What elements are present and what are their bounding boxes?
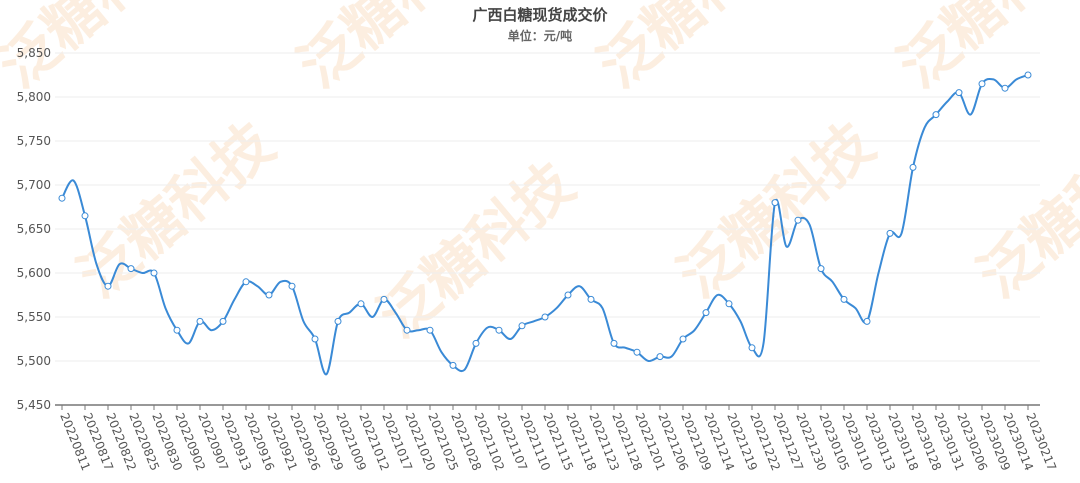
point	[610, 339, 618, 347]
point	[357, 300, 365, 308]
y-tick-label: 5,450	[17, 398, 51, 412]
point	[748, 344, 756, 352]
point	[656, 353, 664, 361]
point	[104, 282, 112, 290]
point	[150, 269, 158, 277]
y-tick-label: 5,700	[17, 178, 51, 192]
y-tick-label: 5,500	[17, 354, 51, 368]
point	[564, 291, 572, 299]
point	[219, 317, 227, 325]
watermark: 泛糖科技	[965, 109, 1080, 310]
point	[288, 282, 296, 290]
point	[863, 317, 871, 325]
point	[679, 335, 687, 343]
point	[173, 326, 181, 334]
point	[380, 295, 388, 303]
point	[127, 265, 135, 273]
point	[909, 163, 917, 171]
point	[311, 335, 319, 343]
y-tick-label: 5,750	[17, 134, 51, 148]
point	[58, 194, 66, 202]
point	[771, 199, 779, 207]
point	[242, 278, 250, 286]
point	[449, 361, 457, 369]
watermark: 泛糖科技	[365, 149, 586, 350]
point	[495, 326, 503, 334]
y-tick-label: 5,650	[17, 222, 51, 236]
point	[817, 265, 825, 273]
point	[1001, 84, 1009, 92]
point	[472, 339, 480, 347]
point	[587, 295, 595, 303]
watermark: 泛糖科技	[585, 0, 806, 101]
point	[196, 317, 204, 325]
chart-subtitle: 单位：元/吨	[508, 28, 572, 43]
y-tick-label: 5,550	[17, 310, 51, 324]
point	[426, 326, 434, 334]
point	[725, 300, 733, 308]
point	[334, 317, 342, 325]
point	[794, 216, 802, 224]
y-tick-label: 5,850	[17, 46, 51, 60]
watermark: 泛糖科技	[65, 109, 286, 310]
chart-title: 广西白糖现货成交价	[472, 6, 608, 24]
point	[81, 212, 89, 220]
point	[978, 80, 986, 88]
point	[518, 322, 526, 330]
point	[403, 326, 411, 334]
point	[932, 111, 940, 119]
point	[840, 295, 848, 303]
point	[541, 313, 549, 321]
point	[1024, 71, 1032, 79]
point	[265, 291, 273, 299]
watermark: 泛糖科技	[665, 109, 886, 310]
y-tick-label: 5,800	[17, 90, 51, 104]
point	[702, 309, 710, 317]
point	[886, 229, 894, 237]
point	[633, 348, 641, 356]
y-tick-label: 5,600	[17, 266, 51, 280]
point	[955, 89, 963, 97]
